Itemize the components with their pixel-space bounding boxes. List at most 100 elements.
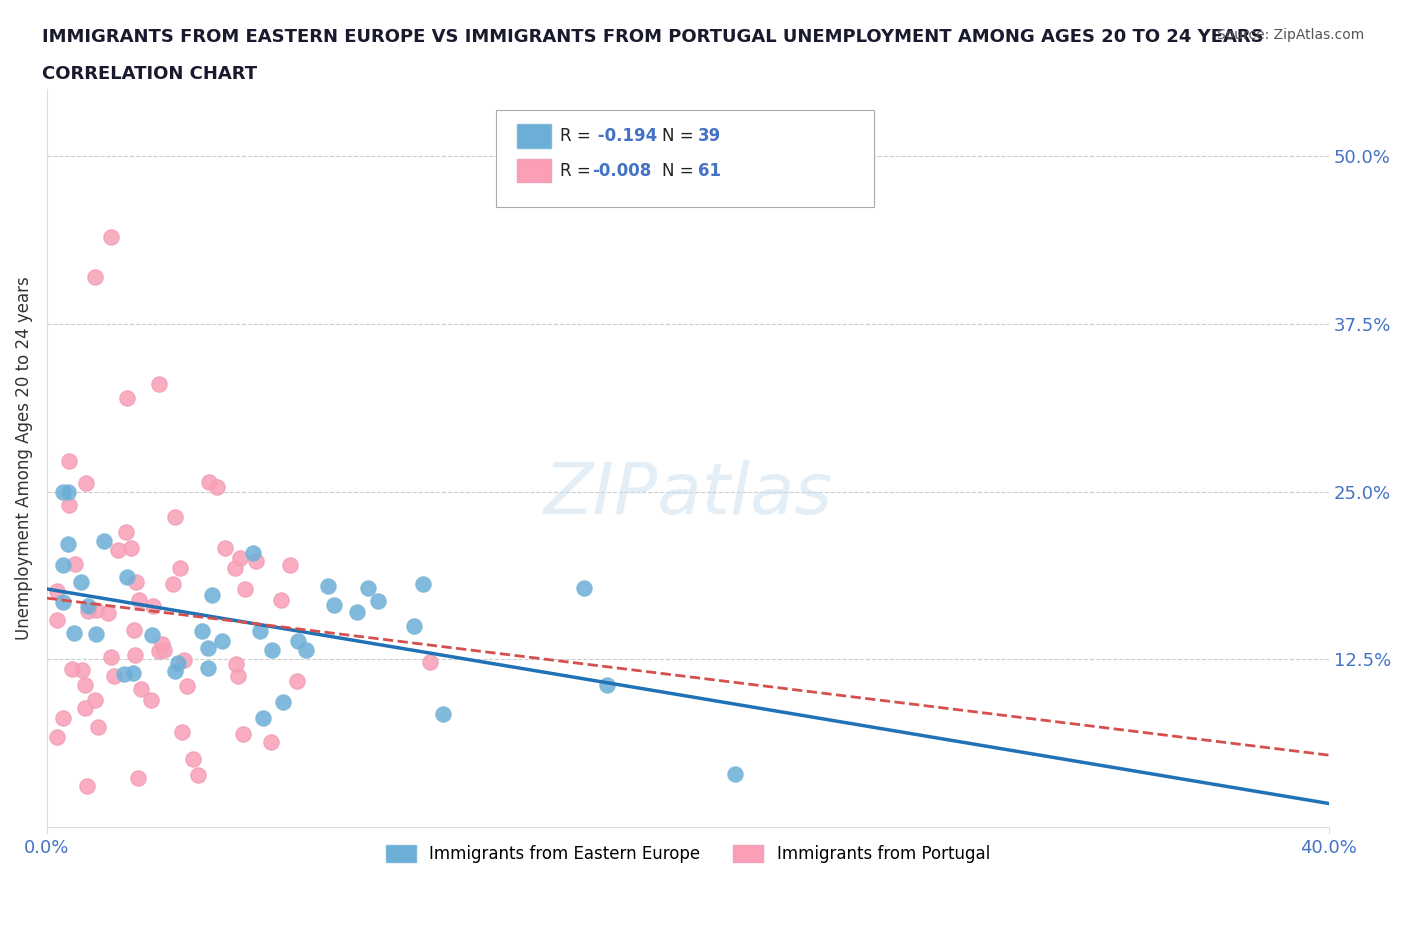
Point [100,650,122,665]
Point [128,771,150,786]
FancyBboxPatch shape [517,159,551,182]
Point [262,643,284,658]
Point [128,592,150,607]
Point [367,593,389,608]
Point [205,480,228,495]
Point [322,597,344,612]
Point [120,540,142,555]
Point [45,584,67,599]
Point [56,537,79,551]
Point [232,726,254,741]
Point [83,692,105,707]
Point [572,580,595,595]
Point [76,778,98,793]
Point [76,604,98,618]
Point [45,729,67,744]
Text: 39: 39 [699,126,721,145]
Point [260,735,283,750]
FancyBboxPatch shape [495,110,873,207]
Point [176,679,198,694]
Point [170,724,193,739]
Point [197,641,219,656]
Point [226,669,249,684]
Point [103,669,125,684]
Point [596,677,619,692]
Point [112,667,135,682]
Point [87,720,110,735]
Point [75,476,97,491]
Point [86,626,108,641]
Point [58,498,80,512]
Point [198,475,221,490]
Point [166,656,188,671]
Point [270,592,292,607]
Point [142,599,165,614]
Text: 61: 61 [699,162,721,179]
Point [70,574,93,589]
Point [245,553,267,568]
Text: N =: N = [662,126,699,145]
Point [356,580,378,595]
Point [52,485,75,499]
FancyBboxPatch shape [517,124,551,148]
Point [249,623,271,638]
Point [190,624,212,639]
Point [73,701,96,716]
Point [295,643,318,658]
Point [84,603,107,618]
Point [63,626,86,641]
Point [402,618,425,633]
Text: -0.194: -0.194 [592,126,657,145]
Point [419,655,441,670]
Point [52,557,75,572]
Point [56,485,79,499]
Text: ZIPatlas: ZIPatlas [543,460,832,529]
Point [162,577,184,591]
Point [70,662,93,677]
Text: R =: R = [560,162,596,179]
Point [148,644,170,658]
Point [271,694,294,709]
Point [211,633,233,648]
Point [412,577,434,591]
Point [163,510,186,525]
Point [93,534,115,549]
Point [287,633,309,648]
Point [346,604,368,619]
Point [124,648,146,663]
Point [100,230,122,245]
Point [181,751,204,766]
Point [84,270,107,285]
Point [107,542,129,557]
Point [45,613,67,628]
Point [115,391,138,405]
Point [169,560,191,575]
Text: Source: ZipAtlas.com: Source: ZipAtlas.com [1216,28,1364,42]
Point [115,570,138,585]
Legend: Immigrants from Eastern Europe, Immigrants from Portugal: Immigrants from Eastern Europe, Immigran… [380,839,997,870]
Point [122,622,145,637]
Point [97,606,120,621]
Point [75,678,97,693]
Point [52,594,75,609]
Text: CORRELATION CHART: CORRELATION CHART [42,65,257,83]
Point [252,711,274,726]
Point [432,707,454,722]
Point [58,453,80,468]
Point [125,575,148,590]
Text: IMMIGRANTS FROM EASTERN EUROPE VS IMMIGRANTS FROM PORTUGAL UNEMPLOYMENT AMONG AG: IMMIGRANTS FROM EASTERN EUROPE VS IMMIGR… [42,28,1264,46]
Point [115,525,138,540]
Point [152,643,174,658]
Point [148,377,170,392]
Point [141,628,163,643]
Point [163,663,186,678]
Point [316,578,339,593]
Text: -0.008: -0.008 [592,162,651,179]
Point [173,653,195,668]
Point [242,546,264,561]
Point [201,588,224,603]
Point [724,767,747,782]
Point [63,557,86,572]
Point [122,665,145,680]
Point [141,693,163,708]
